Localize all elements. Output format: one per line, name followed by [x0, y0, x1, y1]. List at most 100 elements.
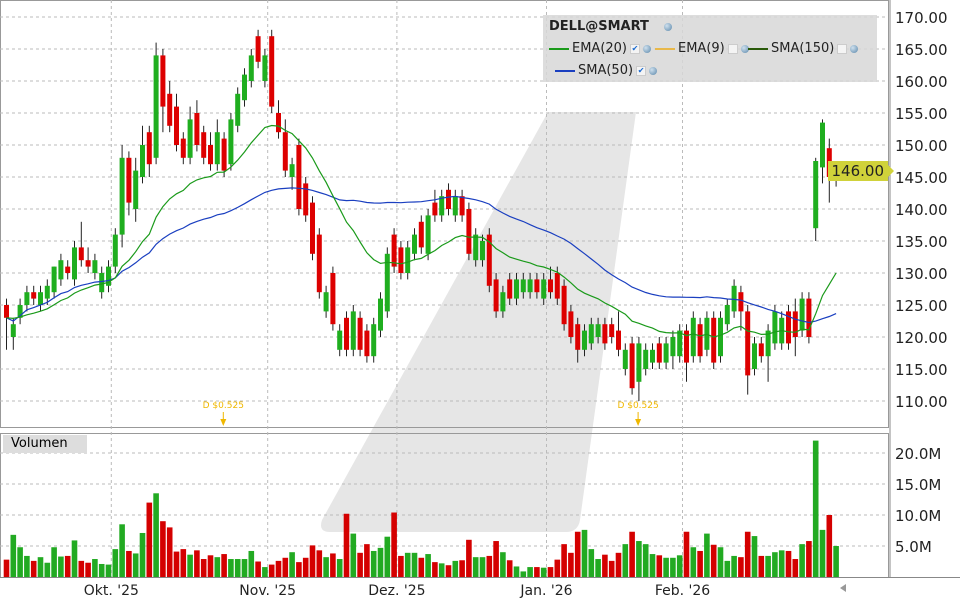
volume-bar [384, 536, 391, 577]
ema20-line [6, 124, 837, 338]
volume-bar [275, 560, 282, 577]
price-tick-label: 115.00 [895, 361, 948, 379]
volume-bar [595, 559, 601, 577]
volume-bar [697, 550, 703, 577]
globe-icon[interactable] [649, 66, 658, 75]
candle-body [153, 55, 159, 158]
volume-bar [452, 560, 459, 577]
candle-body [289, 164, 295, 177]
candle-body [58, 260, 64, 280]
candle-body [65, 266, 71, 273]
volume-bar [772, 552, 778, 577]
candle [418, 215, 424, 254]
checkbox-icon[interactable] [837, 43, 848, 54]
candle-body [133, 170, 139, 209]
candle [412, 228, 417, 261]
candle-body [670, 337, 676, 357]
candle [677, 324, 683, 363]
candle-body [772, 311, 778, 344]
candle-body [126, 157, 132, 203]
volume-bar [717, 547, 724, 577]
month-tick-label: Dez. '25 [368, 583, 425, 599]
candle [656, 337, 662, 369]
candle [432, 189, 438, 222]
volume-bar [24, 555, 30, 577]
volume-bar [826, 515, 833, 577]
volume-bar [214, 557, 221, 577]
checkbox-icon[interactable] [727, 43, 738, 54]
volume-bar [30, 560, 37, 577]
candle [548, 266, 553, 299]
globe-icon[interactable] [664, 23, 672, 31]
volume-bar [459, 560, 465, 577]
month-tick-label: Feb. '26 [655, 583, 710, 599]
globe-icon[interactable] [643, 44, 652, 53]
volume-bar [561, 544, 567, 577]
candle [588, 317, 594, 350]
candle [745, 305, 751, 395]
candle-body [616, 330, 621, 350]
candle [446, 183, 451, 216]
candle-body [160, 55, 166, 107]
legend-item-sma150: SMA(150) [748, 41, 859, 56]
candle [820, 119, 825, 184]
candle-body [180, 138, 186, 158]
volume-bar [126, 550, 132, 577]
candle [255, 29, 261, 69]
scroll-arrow-icon[interactable] [840, 584, 846, 592]
volume-bar [364, 544, 370, 577]
candle [208, 132, 213, 171]
candle-body [806, 298, 812, 337]
candle [133, 157, 139, 222]
price-tick-label: 165.00 [895, 41, 948, 59]
candle [609, 317, 615, 344]
candle [303, 177, 309, 222]
line-swatch [748, 47, 768, 50]
volume-bar [248, 550, 255, 577]
candle-body [412, 234, 417, 254]
checkbox-checked-icon[interactable]: ✔ [636, 65, 647, 76]
candle-body [174, 106, 179, 145]
candle-body [112, 234, 118, 267]
candle [439, 189, 445, 222]
candle-body [38, 292, 43, 305]
price-tick-label: 155.00 [895, 105, 948, 123]
candle-body [51, 266, 57, 293]
price-tick-label: 150.00 [895, 137, 948, 155]
checkbox-checked-icon[interactable]: ✔ [630, 43, 641, 54]
line-swatch [549, 47, 569, 50]
symbol-label: DELL@SMART [549, 19, 649, 34]
candle-body [282, 132, 288, 171]
candle [813, 157, 819, 241]
candle-body [500, 292, 506, 312]
legend-item-ema9: EMA(9) [655, 41, 749, 56]
candle [534, 273, 540, 299]
volume-bar [180, 549, 187, 577]
legend-item-sma50: SMA(50) ✔ [555, 63, 658, 78]
candle [187, 106, 193, 165]
candle [242, 68, 247, 107]
candle [758, 337, 764, 363]
volume-bar [262, 567, 268, 577]
candle [806, 292, 812, 344]
candle [738, 285, 744, 331]
price-tick-label: 170.00 [895, 9, 948, 27]
volume-bar [234, 559, 241, 577]
candle-body [44, 285, 50, 299]
legend-label: SMA(50) [578, 63, 634, 78]
volume-bar [608, 560, 615, 577]
candle-body [303, 183, 309, 216]
price-tick-label: 110.00 [895, 393, 948, 411]
candle [384, 247, 390, 318]
volume-bar [792, 559, 799, 577]
candle-body [758, 343, 764, 357]
candle-body [820, 122, 825, 168]
globe-icon[interactable] [850, 44, 859, 53]
globe-icon[interactable] [740, 44, 749, 53]
volume-bar [547, 567, 554, 577]
candle-body [398, 247, 404, 273]
volume-bar [44, 562, 51, 577]
price-tick-label: 140.00 [895, 201, 948, 219]
candle-body [201, 132, 207, 158]
